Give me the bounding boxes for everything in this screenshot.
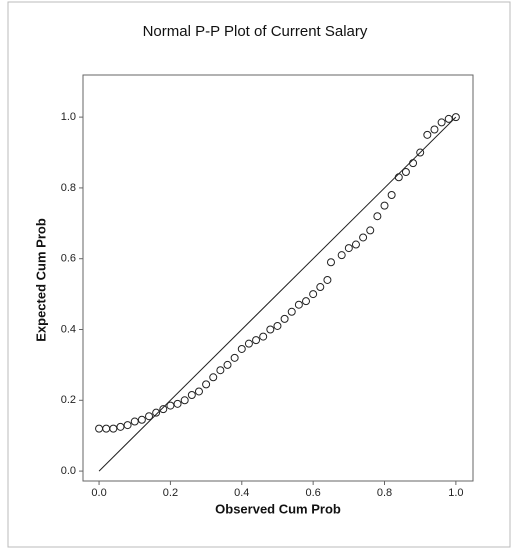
chart-title: Normal P-P Plot of Current Salary [143, 23, 368, 40]
point [166, 401, 175, 410]
point [351, 240, 360, 249]
x-tick-label: 0.6 [305, 487, 320, 499]
x-axis-label: Observed Cum Prob [215, 501, 341, 516]
point [287, 307, 296, 316]
point [387, 190, 396, 199]
point [326, 258, 335, 267]
plot-area [82, 74, 474, 482]
point [344, 244, 353, 253]
point [309, 290, 318, 299]
point [209, 373, 218, 382]
point [280, 314, 289, 323]
point [323, 275, 332, 284]
point [194, 387, 203, 396]
point [373, 212, 382, 221]
point [394, 173, 403, 182]
x-tick-label: 0.4 [234, 487, 249, 499]
point [430, 125, 439, 134]
point [259, 332, 268, 341]
x-tick-label: 0.0 [91, 487, 106, 499]
y-tick-label: 0.8 [61, 182, 76, 194]
point [230, 353, 239, 362]
point [152, 408, 161, 417]
point [159, 405, 168, 414]
point [123, 421, 132, 430]
point [273, 321, 282, 330]
point [145, 412, 154, 421]
point [116, 422, 125, 431]
y-tick-label: 0.4 [61, 323, 76, 335]
x-tick-label: 0.8 [377, 487, 392, 499]
point [109, 424, 118, 433]
point [366, 226, 375, 235]
y-tick-label: 0.6 [61, 253, 76, 265]
point [380, 201, 389, 210]
point [359, 233, 368, 242]
point [216, 366, 225, 375]
point [294, 300, 303, 309]
point [423, 130, 432, 139]
point [237, 344, 246, 353]
point [202, 380, 211, 389]
y-tick-label: 0.0 [61, 465, 76, 477]
y-tick-label: 0.2 [61, 394, 76, 406]
point [302, 297, 311, 306]
point [180, 396, 189, 405]
point [137, 415, 146, 424]
point [223, 360, 232, 369]
point [266, 325, 275, 334]
point [130, 417, 139, 426]
point [187, 390, 196, 399]
x-tick-label: 0.2 [163, 487, 178, 499]
point [401, 167, 410, 176]
y-axis-label: Expected Cum Prob [33, 218, 48, 342]
point [444, 114, 453, 123]
reference-line [98, 116, 457, 472]
point [416, 148, 425, 157]
point [437, 118, 446, 127]
point [409, 159, 418, 168]
point [244, 339, 253, 348]
point [173, 399, 182, 408]
point [451, 113, 460, 122]
point [316, 283, 325, 292]
x-tick-label: 1.0 [448, 487, 463, 499]
y-tick-label: 1.0 [61, 111, 76, 123]
point [337, 251, 346, 260]
point [252, 336, 261, 345]
